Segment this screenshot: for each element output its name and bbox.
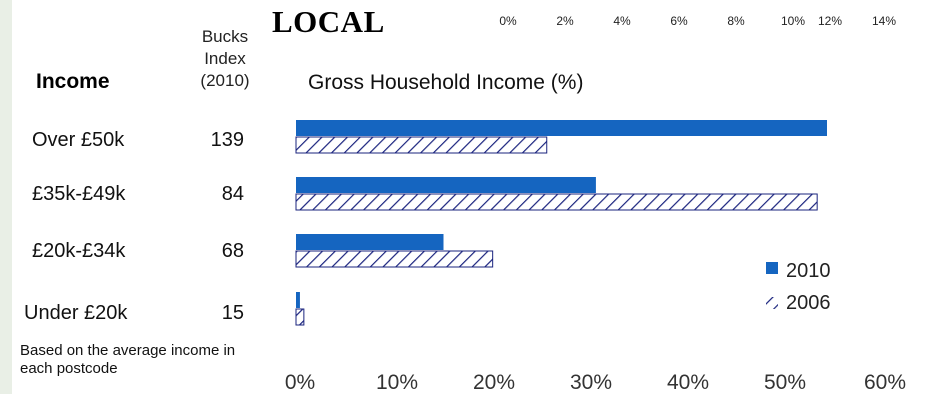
- bucks-index-header: Bucks Index (2010): [190, 26, 260, 92]
- category-label: Under £20k: [24, 302, 128, 324]
- x-axis-tick: 40%: [666, 371, 710, 394]
- top-axis-tick: 12%: [817, 14, 843, 28]
- legend-label-2010: 2010: [786, 260, 831, 282]
- bucks-index-value: 15: [221, 302, 244, 324]
- bar-2010-2: [296, 234, 444, 250]
- bucks-index-value: 68: [221, 240, 244, 262]
- x-axis-tick: 0%: [284, 371, 316, 394]
- bar-2006-2: [295, 250, 494, 268]
- bar-2006-0: [295, 136, 548, 154]
- legend-label-2006: 2006: [786, 292, 831, 314]
- top-axis-tick: 10%: [780, 14, 806, 28]
- income-header: Income: [36, 70, 110, 93]
- chart-title: Gross Household Income (%): [308, 71, 584, 94]
- x-axis-tick: 50%: [763, 371, 807, 394]
- category-label: Over £50k: [32, 129, 125, 151]
- bar-2010-1: [296, 177, 596, 193]
- bucks-index-value: 139: [210, 129, 244, 151]
- bar-2010-3: [296, 292, 300, 308]
- top-axis-tick: 2%: [556, 14, 574, 28]
- left-edge-strip: [0, 0, 12, 394]
- top-axis-tick: 8%: [727, 14, 745, 28]
- bar-2010-0: [296, 120, 827, 136]
- bucks-index-header-line: (2010): [200, 71, 250, 90]
- x-axis-tick: 20%: [472, 371, 516, 394]
- bar-2006-3: [295, 308, 305, 326]
- x-axis-tick: 30%: [569, 371, 613, 394]
- bucks-index-value: 84: [221, 183, 244, 205]
- category-label: £20k-£34k: [32, 240, 126, 262]
- brand-title: LOCAL: [272, 4, 385, 39]
- chart-legend: 2010 2006: [766, 260, 831, 314]
- bucks-index-header-line: Bucks: [201, 27, 249, 46]
- x-axis-tick: 60%: [863, 371, 907, 394]
- footnote: Based on the average income in each post…: [20, 342, 236, 377]
- category-label: £35k-£49k: [32, 183, 126, 205]
- bucks-index-header-line: Index: [204, 49, 246, 68]
- bar-2006-1: [295, 193, 818, 211]
- top-axis-tick: 14%: [871, 14, 897, 28]
- top-axis-tick: 4%: [613, 14, 631, 28]
- legend-swatch-2010: [766, 262, 778, 274]
- legend-swatch-2006: [766, 297, 778, 309]
- top-axis-tick: 6%: [670, 14, 688, 28]
- top-axis-tick: 0%: [499, 14, 517, 28]
- x-axis-tick: 10%: [375, 371, 419, 394]
